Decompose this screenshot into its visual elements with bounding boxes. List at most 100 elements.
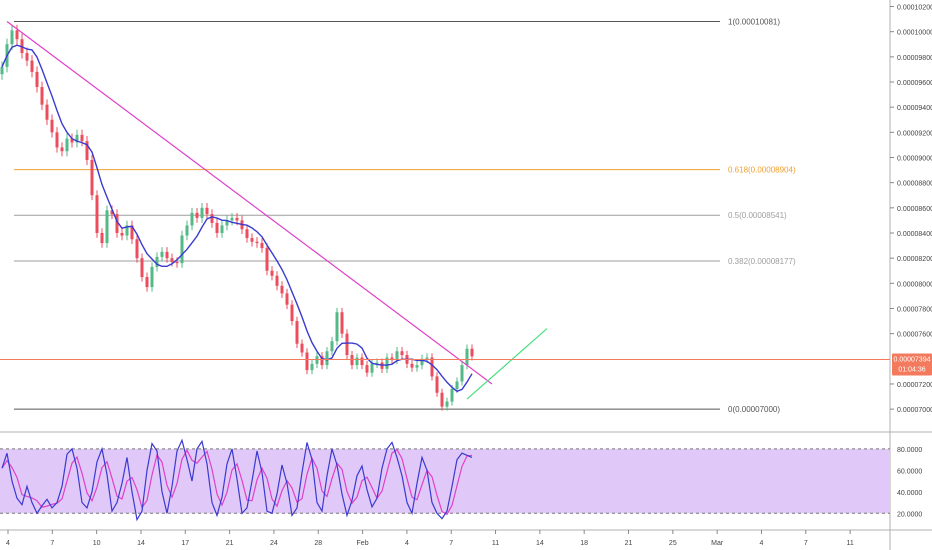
candle-body xyxy=(40,87,44,105)
candle-body xyxy=(330,341,334,352)
date-tick-label: Feb xyxy=(357,540,369,547)
candle-body xyxy=(250,238,254,242)
candle-body xyxy=(130,225,134,240)
candle-body xyxy=(185,225,189,236)
candle-body xyxy=(360,357,364,366)
candle-body xyxy=(420,358,424,366)
candle-body xyxy=(210,214,214,223)
candle-body xyxy=(425,357,429,359)
candle-body xyxy=(200,207,204,218)
candle-body xyxy=(90,160,94,196)
fib-level-label: 0(0.00007000) xyxy=(728,405,780,414)
rsi-tick-label: 60.0000 xyxy=(897,468,922,475)
moving-average-layer xyxy=(1,44,473,393)
candle-body xyxy=(470,348,474,357)
candle-body xyxy=(260,243,264,249)
candle-body xyxy=(270,270,274,276)
price-tick-label: 0.00010000 xyxy=(897,30,932,37)
candle-body xyxy=(415,365,419,368)
candle-body xyxy=(35,71,39,88)
candle-body xyxy=(310,363,314,371)
fib-level-label: 1(0.00010081) xyxy=(728,17,780,26)
price-tick-label: 0.00009600 xyxy=(897,80,932,87)
date-tick-label: 28 xyxy=(314,540,322,547)
countdown-label: 01:04:36 xyxy=(898,367,925,374)
candle-body xyxy=(65,138,69,152)
trendline xyxy=(6,21,493,385)
stoch-rsi-band xyxy=(0,448,890,514)
candle-body xyxy=(180,235,184,264)
candle-body xyxy=(0,66,4,75)
price-tick-label: 0.00007200 xyxy=(897,382,932,389)
candle-body xyxy=(335,312,339,342)
rsi-tick-label: 40.0000 xyxy=(897,490,922,497)
candle-body xyxy=(400,351,404,356)
rsi-tick-label: 80.0000 xyxy=(897,447,922,454)
candle-body xyxy=(285,293,289,305)
candle-body xyxy=(265,248,269,271)
candle-body xyxy=(10,30,14,45)
candle-body xyxy=(365,365,369,373)
candle-body xyxy=(215,222,219,233)
date-tick-label: 4 xyxy=(6,540,10,547)
fib-level-label: 0.5(0.00008541) xyxy=(728,211,787,220)
candle-body xyxy=(145,277,149,288)
candle-body xyxy=(205,207,209,215)
date-tick-label: 18 xyxy=(580,540,588,547)
candle-body xyxy=(220,225,224,233)
candle-body xyxy=(370,363,374,373)
candle-body xyxy=(255,241,259,244)
candle-body xyxy=(300,343,304,353)
candle-body xyxy=(165,251,169,259)
candle-body xyxy=(125,225,129,236)
date-tick-label: 25 xyxy=(669,540,677,547)
rsi-tick-label: 20.0000 xyxy=(897,511,922,518)
candle-body xyxy=(170,258,174,262)
current-price-marker: 0.00007394 01:04:36 xyxy=(0,353,932,376)
candle-body xyxy=(120,232,124,236)
candle-body xyxy=(350,355,354,366)
date-tick-label: 11 xyxy=(846,540,853,547)
candle-body xyxy=(455,381,459,389)
candle-body xyxy=(15,30,19,40)
date-tick-label: 21 xyxy=(226,540,234,547)
fib-level-label: 0.382(0.00008177) xyxy=(728,257,796,266)
candle-body xyxy=(290,304,294,322)
candle-body xyxy=(320,356,324,366)
date-tick-label: 21 xyxy=(625,540,633,547)
candle-body xyxy=(395,351,399,361)
current-price-label: 0.00007394 xyxy=(894,357,931,364)
candle-body xyxy=(80,134,84,142)
price-tick-label: 0.00007000 xyxy=(897,407,932,414)
date-tick-label: 7 xyxy=(50,540,54,547)
price-tick-label: 0.00009800 xyxy=(897,55,932,62)
stoch-rsi-d-line xyxy=(1,448,473,516)
price-tick-label: 0.00009000 xyxy=(897,155,932,162)
candle-body xyxy=(155,256,159,267)
price-tick-label: 0.00009400 xyxy=(897,105,932,112)
candle-body xyxy=(445,401,449,407)
trendline-layer xyxy=(6,21,548,400)
price-tick-label: 0.00010200 xyxy=(897,5,932,12)
candle-body xyxy=(280,285,284,294)
candle-body xyxy=(245,229,249,239)
date-tick-label: 4 xyxy=(760,540,764,547)
candle-body xyxy=(460,365,464,382)
candle-body xyxy=(235,217,239,221)
candle-body xyxy=(225,220,229,226)
candle-body xyxy=(45,104,49,120)
candle-body xyxy=(340,312,344,334)
candle-body xyxy=(355,357,359,366)
price-tick-label: 0.00008400 xyxy=(897,231,932,238)
candle-body xyxy=(305,352,309,371)
stoch-rsi-k-line xyxy=(1,438,473,522)
candle-body xyxy=(150,266,154,288)
price-tick-label: 0.00007800 xyxy=(897,306,932,313)
date-tick-label: 7 xyxy=(804,540,808,547)
current-price-badge xyxy=(892,353,932,376)
candle-body xyxy=(110,210,114,215)
candle-body xyxy=(375,362,379,364)
candle-body xyxy=(230,217,234,221)
candle-body xyxy=(50,119,54,133)
